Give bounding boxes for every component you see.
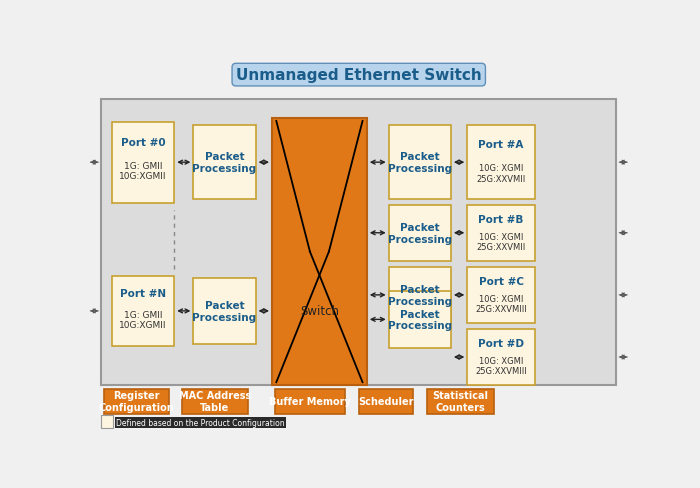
Bar	[183, 389, 248, 414]
Bar	[112, 277, 174, 346]
Text: Port #C: Port #C	[479, 276, 524, 286]
Text: 1G: GMII
10G:XGMII: 1G: GMII 10G:XGMII	[120, 161, 167, 181]
Text: Switch: Switch	[300, 305, 339, 317]
Bar	[468, 205, 535, 262]
Bar	[389, 205, 451, 262]
Text: Register
Configuration: Register Configuration	[99, 391, 174, 412]
Bar	[193, 126, 256, 200]
Text: Port #A: Port #A	[479, 140, 524, 149]
Text: Packet
Processing: Packet Processing	[193, 301, 256, 322]
Text: Unmanaged Ethernet Switch: Unmanaged Ethernet Switch	[236, 68, 482, 83]
Text: Port #B: Port #B	[479, 214, 524, 224]
Bar	[104, 389, 169, 414]
Text: Scheduler: Scheduler	[358, 396, 414, 407]
Bar	[101, 100, 617, 386]
Bar	[389, 126, 451, 200]
Bar	[358, 389, 413, 414]
Text: Packet
Processing: Packet Processing	[388, 285, 452, 306]
Text: Statistical
Counters: Statistical Counters	[433, 391, 489, 412]
Bar	[389, 291, 451, 348]
Bar	[274, 389, 345, 414]
Text: 10G: XGMI
25G:XXVMIII: 10G: XGMI 25G:XXVMIII	[475, 356, 527, 375]
Bar	[112, 122, 174, 203]
Text: 10G: XGMI
25G:XXVMII: 10G: XGMI 25G:XXVMII	[477, 232, 526, 251]
Text: Packet
Processing: Packet Processing	[388, 152, 452, 174]
Text: 1G: GMII
10G:XGMII: 1G: GMII 10G:XGMII	[120, 310, 167, 329]
Text: MAC Address
Table: MAC Address Table	[179, 391, 251, 412]
Text: Packet
Processing: Packet Processing	[388, 223, 452, 244]
Text: Port #D: Port #D	[478, 338, 524, 348]
Bar	[468, 267, 535, 324]
Text: Buffer Memory: Buffer Memory	[269, 396, 351, 407]
Text: Packet
Processing: Packet Processing	[193, 152, 256, 174]
Text: Port #0: Port #0	[121, 138, 165, 148]
Text: Defined based on the Product Configuration: Defined based on the Product Configurati…	[116, 418, 285, 427]
Bar	[101, 415, 113, 428]
Text: Packet
Processing: Packet Processing	[388, 309, 452, 330]
Bar	[389, 267, 451, 324]
Bar	[272, 119, 367, 386]
Text: 10G: XGMI
25G:XXVMIII: 10G: XGMI 25G:XXVMIII	[475, 294, 527, 313]
Bar	[193, 278, 256, 344]
Text: Port #N: Port #N	[120, 289, 166, 299]
Bar	[426, 389, 494, 414]
Bar	[468, 329, 535, 386]
Text: 10G: XGMI
25G:XXVMII: 10G: XGMI 25G:XXVMII	[477, 164, 526, 183]
Bar	[468, 126, 535, 200]
